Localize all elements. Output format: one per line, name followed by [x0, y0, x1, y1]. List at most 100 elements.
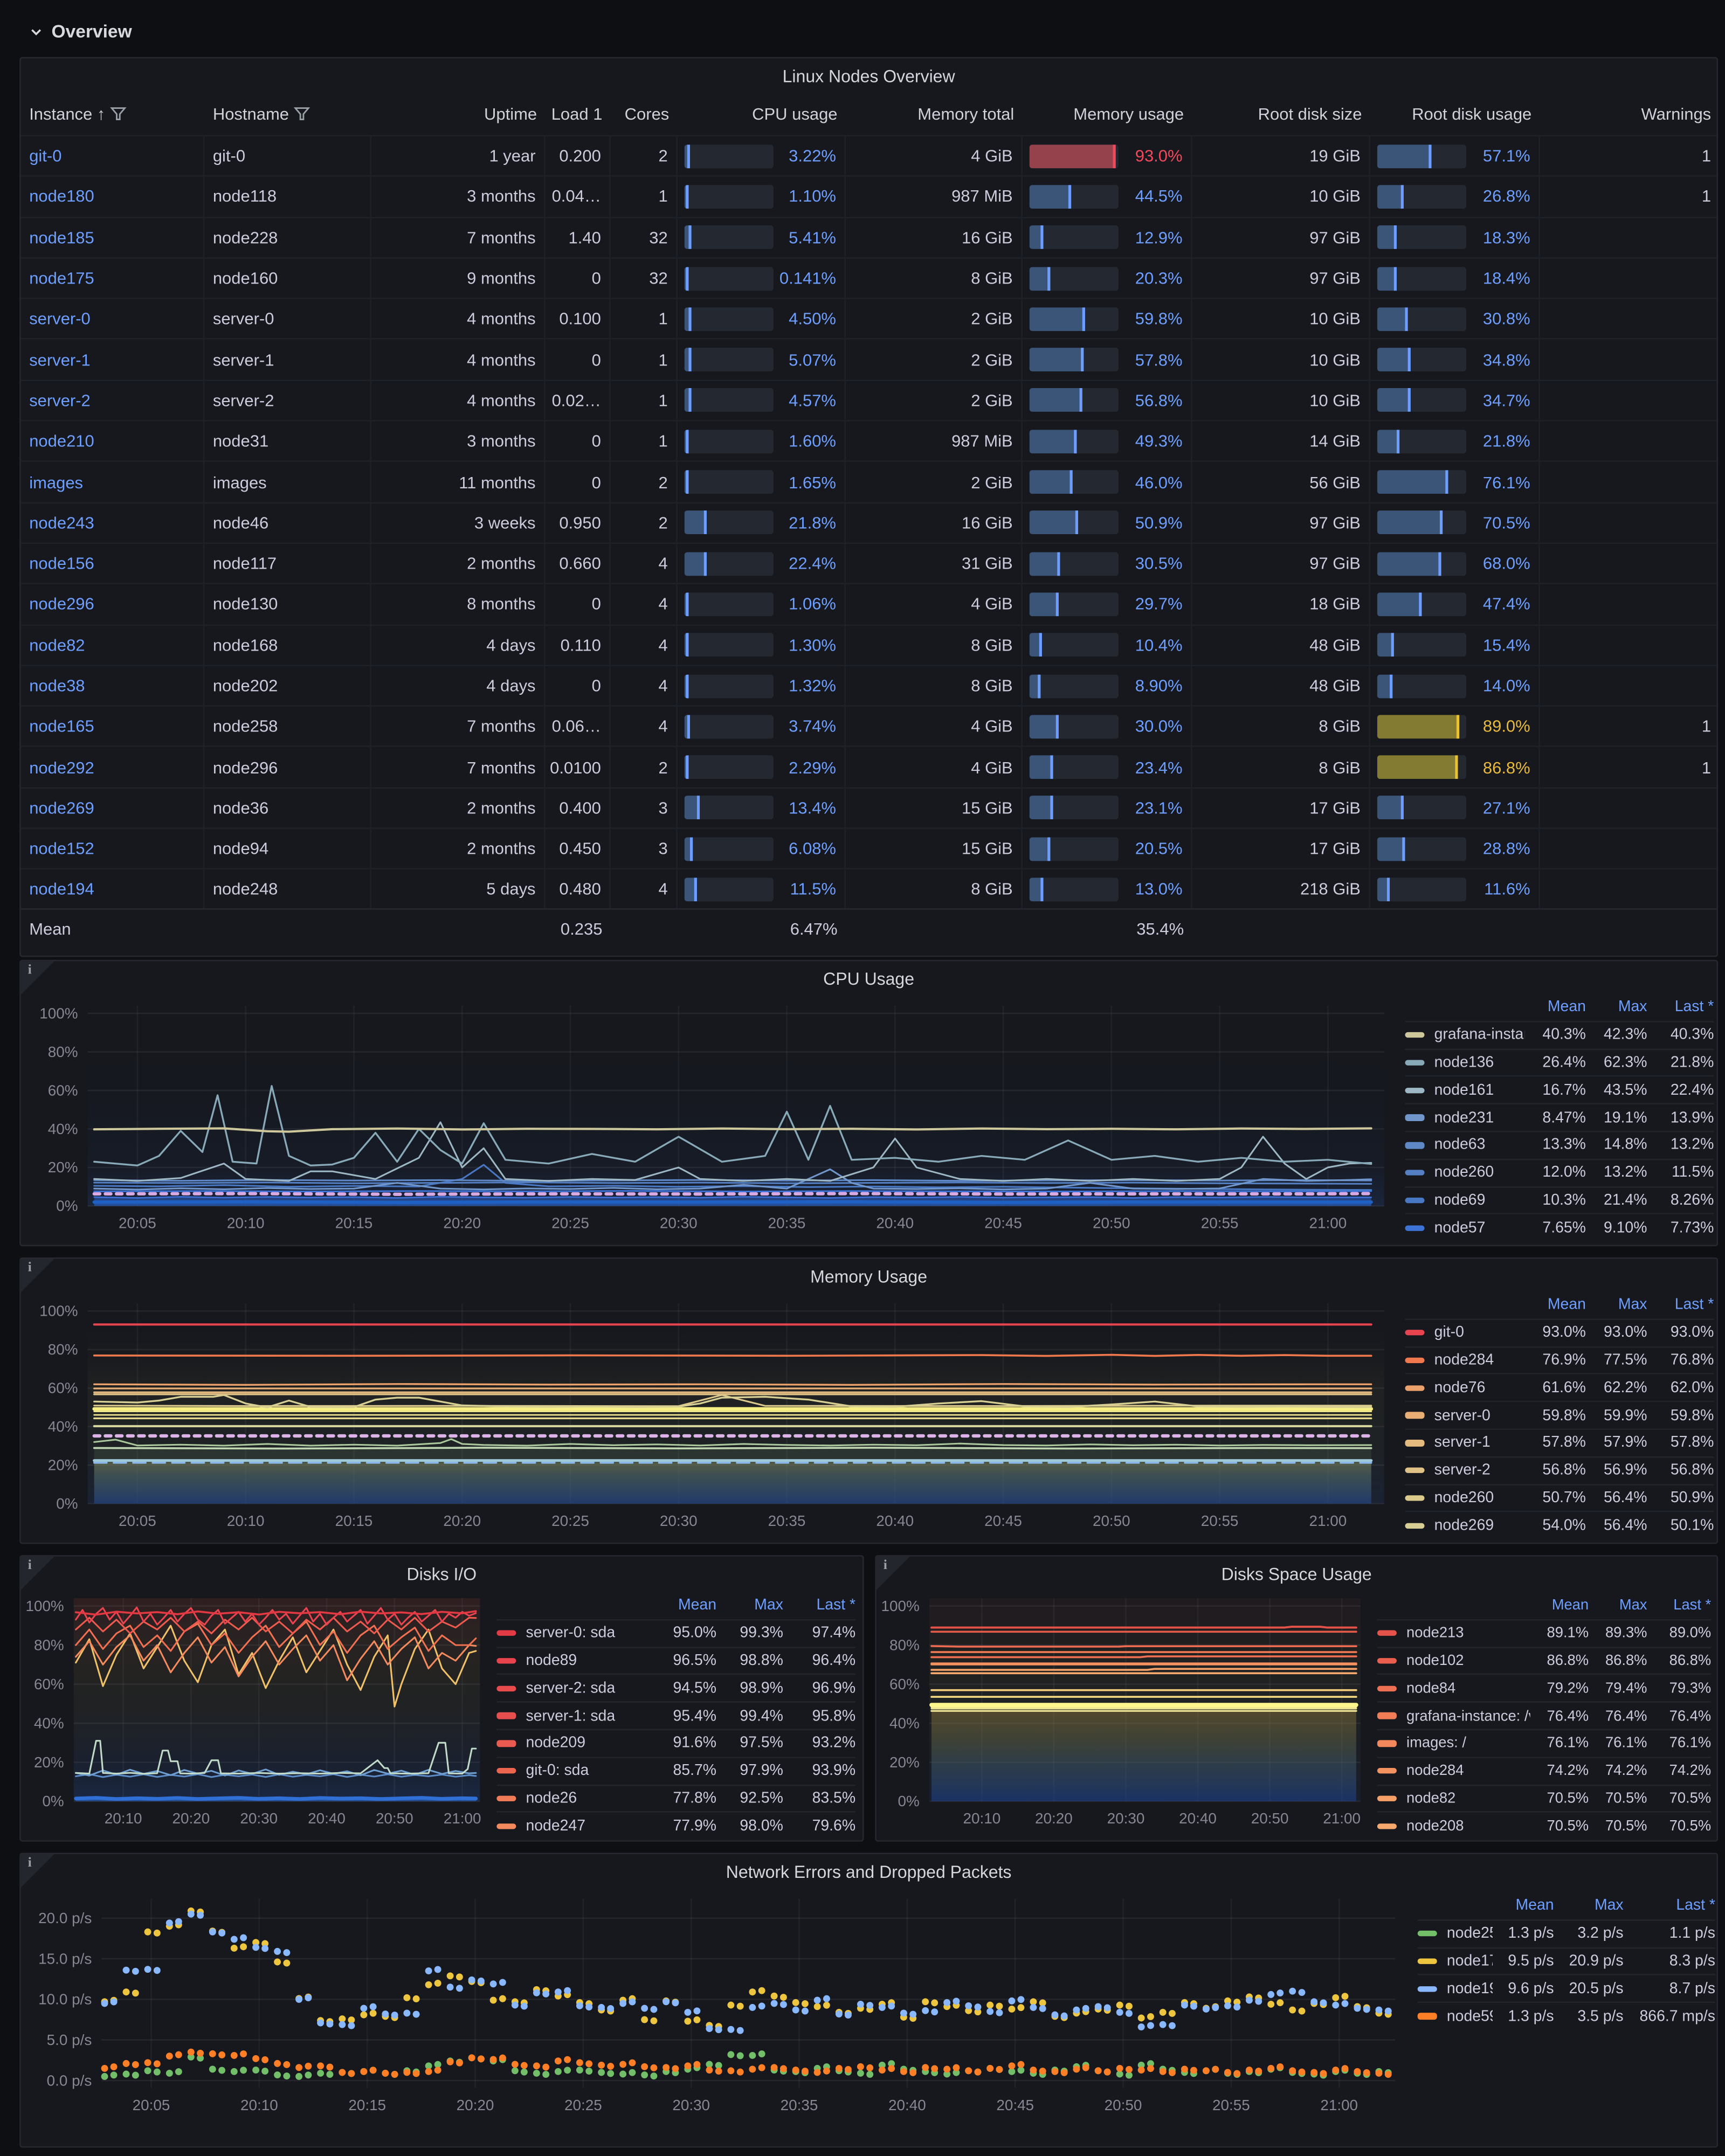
- instance-link[interactable]: node194: [29, 880, 94, 900]
- series-name[interactable]: server-0: sda: [526, 1625, 616, 1642]
- disks-space-chart[interactable]: 0% 20% 40% 60% 80% 100% 20:10 20:20 20:30 20:40 20…: [881, 1587, 1371, 1844]
- legend-sort-max[interactable]: Max: [1594, 1898, 1624, 1915]
- legend-row: node102 86.8% 86.8% 86.8%: [1377, 1646, 1712, 1674]
- series-name[interactable]: node269: [1434, 1517, 1494, 1534]
- dashboard-row-header[interactable]: Overview: [28, 21, 132, 42]
- legend-sort-mean[interactable]: Mean: [1515, 1898, 1554, 1915]
- legend-sort-max[interactable]: Max: [1618, 999, 1647, 1016]
- column-header-disk-total[interactable]: Root disk size: [1258, 103, 1362, 123]
- series-stat: 12.0%: [1542, 1164, 1586, 1181]
- sort-ascending-icon[interactable]: ↑: [96, 103, 106, 123]
- series-name[interactable]: node59: [1446, 2008, 1493, 2025]
- instance-link[interactable]: node292: [29, 757, 94, 777]
- series-name[interactable]: server-1: sda: [526, 1707, 616, 1724]
- column-header-cpu[interactable]: CPU usage: [752, 103, 838, 123]
- info-icon[interactable]: i: [20, 1259, 54, 1293]
- series-name[interactable]: node26: [526, 1790, 577, 1807]
- series-name[interactable]: node178: [1446, 1953, 1493, 1970]
- series-name[interactable]: node57: [1434, 1219, 1486, 1236]
- legend-sort-last[interactable]: Last *: [1676, 1898, 1715, 1915]
- column-header-load[interactable]: Load 1: [551, 103, 603, 123]
- legend-sort-last[interactable]: Last *: [1673, 1597, 1712, 1614]
- series-name[interactable]: images: /: [1406, 1735, 1466, 1752]
- series-name[interactable]: node161: [1434, 1082, 1494, 1099]
- series-name[interactable]: node208: [1406, 1818, 1464, 1835]
- series-name[interactable]: node89: [526, 1652, 577, 1669]
- series-name[interactable]: node102: [1406, 1652, 1464, 1669]
- legend-sort-mean[interactable]: Mean: [678, 1597, 717, 1614]
- instance-link[interactable]: node180: [29, 186, 94, 207]
- series-name[interactable]: node260: [1434, 1164, 1494, 1181]
- series-name[interactable]: node63: [1434, 1137, 1486, 1154]
- instance-link[interactable]: server-0: [29, 309, 91, 329]
- instance-link[interactable]: git-0: [29, 146, 62, 166]
- disks-space-usage-panel: i Disks Space Usage 0% 20% 40% 60% 80% 100% 20…: [875, 1555, 1719, 1844]
- legend-row: node213 89.1% 89.3% 89.0%: [1377, 1619, 1712, 1646]
- column-header-disk[interactable]: Root disk usage: [1412, 103, 1532, 123]
- series-stat: 76.9%: [1542, 1352, 1586, 1369]
- series-name[interactable]: node284: [1406, 1763, 1464, 1780]
- instance-link[interactable]: node82: [29, 635, 85, 655]
- series-name[interactable]: server-0: [1434, 1407, 1491, 1424]
- series-name[interactable]: server-1: [1434, 1434, 1491, 1452]
- legend-sort-mean[interactable]: Mean: [1551, 1597, 1589, 1614]
- instance-link[interactable]: node243: [29, 513, 94, 533]
- series-name[interactable]: grafana-instance: /var: [1406, 1707, 1530, 1724]
- column-header-hostname[interactable]: Hostname: [204, 92, 371, 135]
- series-name[interactable]: node69: [1434, 1192, 1486, 1209]
- filter-icon[interactable]: [110, 105, 127, 122]
- info-icon[interactable]: i: [20, 1854, 54, 1888]
- series-name[interactable]: node213: [1406, 1625, 1464, 1642]
- series-name[interactable]: node76: [1434, 1379, 1486, 1397]
- legend-sort-max[interactable]: Max: [1618, 1297, 1647, 1314]
- instance-link[interactable]: node210: [29, 431, 94, 451]
- column-header-instance[interactable]: Instance ↑: [21, 92, 205, 135]
- legend-sort-mean[interactable]: Mean: [1547, 999, 1586, 1016]
- series-name[interactable]: node209: [526, 1735, 586, 1752]
- series-name[interactable]: grafana-instance: [1434, 1027, 1525, 1044]
- info-icon[interactable]: i: [876, 1556, 910, 1590]
- legend-sort-last[interactable]: Last *: [1674, 999, 1714, 1016]
- instance-link[interactable]: server-1: [29, 350, 91, 370]
- series-name[interactable]: node256: [1446, 1925, 1493, 1943]
- column-header-mem[interactable]: Memory usage: [1073, 103, 1184, 123]
- instance-link[interactable]: node38: [29, 676, 85, 696]
- series-name[interactable]: node284: [1434, 1352, 1494, 1369]
- filter-icon[interactable]: [293, 105, 310, 122]
- network-errors-chart[interactable]: 0.0 p/s 5.0 p/s 10.0 p/s 15.0 p/s 20.0 p/s 20…: [32, 1885, 1412, 2129]
- legend-sort-last[interactable]: Last *: [1674, 1297, 1714, 1314]
- series-name[interactable]: git-0: [1434, 1324, 1464, 1342]
- instance-link[interactable]: server-2: [29, 390, 91, 411]
- series-name[interactable]: node136: [1434, 1054, 1494, 1072]
- instance-link[interactable]: node156: [29, 554, 94, 573]
- instance-link[interactable]: node165: [29, 716, 94, 736]
- instance-link[interactable]: node296: [29, 594, 94, 614]
- series-name[interactable]: node231: [1434, 1109, 1494, 1127]
- series-name[interactable]: server-2: [1434, 1462, 1491, 1479]
- series-name[interactable]: git-0: sda: [526, 1763, 589, 1780]
- legend-sort-max[interactable]: Max: [1619, 1597, 1647, 1614]
- instance-link[interactable]: node175: [29, 268, 94, 288]
- instance-link[interactable]: images: [29, 472, 84, 492]
- series-name[interactable]: node198: [1446, 1980, 1493, 1998]
- series-name[interactable]: node260: [1434, 1489, 1494, 1507]
- column-header-warnings[interactable]: Warnings: [1641, 103, 1712, 123]
- disks-io-chart[interactable]: 0% 20% 40% 60% 80% 100% 20:10 20:20 20:30 20:40 20…: [25, 1587, 488, 1844]
- info-icon[interactable]: i: [20, 961, 54, 995]
- column-header-cores[interactable]: Cores: [624, 103, 670, 123]
- instance-link[interactable]: node152: [29, 839, 94, 859]
- series-name[interactable]: server-2: sda: [526, 1680, 616, 1697]
- series-name[interactable]: node82: [1406, 1790, 1456, 1807]
- series-name[interactable]: node84: [1406, 1680, 1456, 1697]
- series-name[interactable]: node247: [526, 1818, 586, 1835]
- instance-link[interactable]: node185: [29, 227, 94, 247]
- memory-usage-chart[interactable]: 0% 20% 40% 60% 80% 100% 20:05 20:10 20:15 20:20 20…: [32, 1289, 1398, 1546]
- legend-sort-max[interactable]: Max: [754, 1597, 783, 1614]
- instance-link[interactable]: node269: [29, 798, 94, 818]
- legend-sort-mean[interactable]: Mean: [1547, 1297, 1586, 1314]
- info-icon[interactable]: i: [20, 1556, 54, 1590]
- cpu-usage-chart[interactable]: 0% 20% 40% 60% 80% 100% 20:05 20:10 20:15 20:20 20…: [32, 992, 1398, 1249]
- column-header-uptime[interactable]: Uptime: [484, 103, 537, 123]
- column-header-mem-total[interactable]: Memory total: [917, 103, 1015, 123]
- legend-sort-last[interactable]: Last *: [816, 1597, 856, 1614]
